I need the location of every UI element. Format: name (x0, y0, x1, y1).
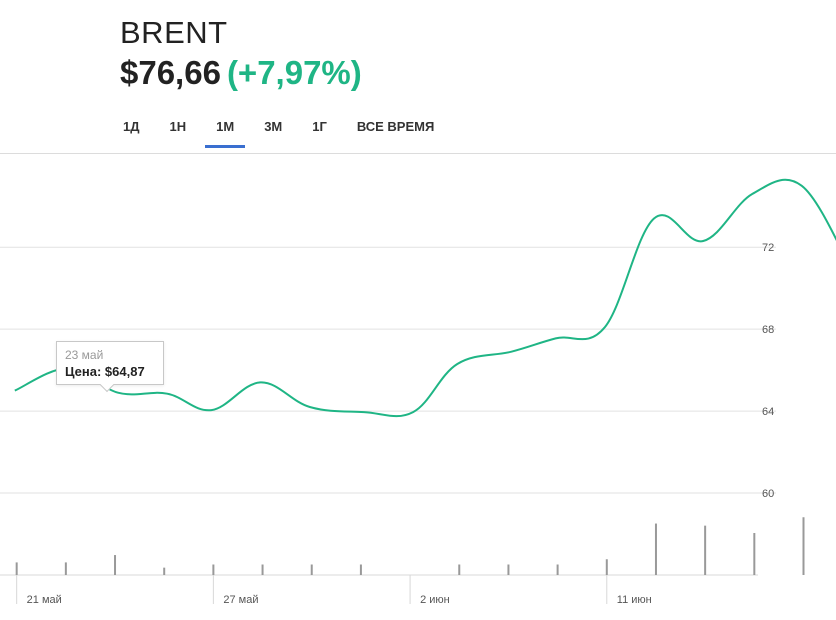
price-change: (+7,97%) (226, 54, 362, 91)
tooltip-price-label: Цена: (65, 364, 102, 379)
x-tick-label: 11 июн (617, 594, 652, 606)
price-line (14, 178, 836, 418)
header-divider (0, 153, 836, 154)
quote-header: BRENT $76,66 (+7,97%) (120, 14, 362, 93)
tab-1m[interactable]: 1М (205, 112, 246, 148)
price-tooltip: 23 май Цена: $64,87 (56, 341, 164, 385)
tab-all-time[interactable]: ВСЕ ВРЕМЯ (356, 119, 435, 134)
ticker-symbol: BRENT (120, 15, 228, 50)
tooltip-date: 23 май (65, 348, 104, 362)
tab-1d[interactable]: 1Д (123, 119, 140, 134)
tooltip-price-value: $64,87 (104, 364, 145, 379)
tab-1w[interactable]: 1Н (169, 119, 187, 134)
y-tick-label: 68 (762, 324, 774, 336)
x-tick-label: 27 май (223, 594, 258, 606)
period-tabs: 1Д 1Н 1М 3М 1Г ВСЕ ВРЕМЯ (112, 112, 453, 148)
current-price: $76,66 (120, 54, 221, 91)
y-tick-label: 72 (762, 242, 774, 254)
tooltip-price: Цена: $64,87 (65, 364, 155, 380)
x-tick-label: 2 июн (420, 594, 450, 606)
tab-1y[interactable]: 1Г (312, 119, 327, 134)
price-row: $76,66 (+7,97%) (120, 53, 362, 93)
tab-3m[interactable]: 3М (264, 119, 283, 134)
y-tick-label: 60 (762, 488, 774, 500)
y-tick-label: 64 (762, 406, 774, 418)
x-tick-label: 21 май (27, 594, 62, 606)
